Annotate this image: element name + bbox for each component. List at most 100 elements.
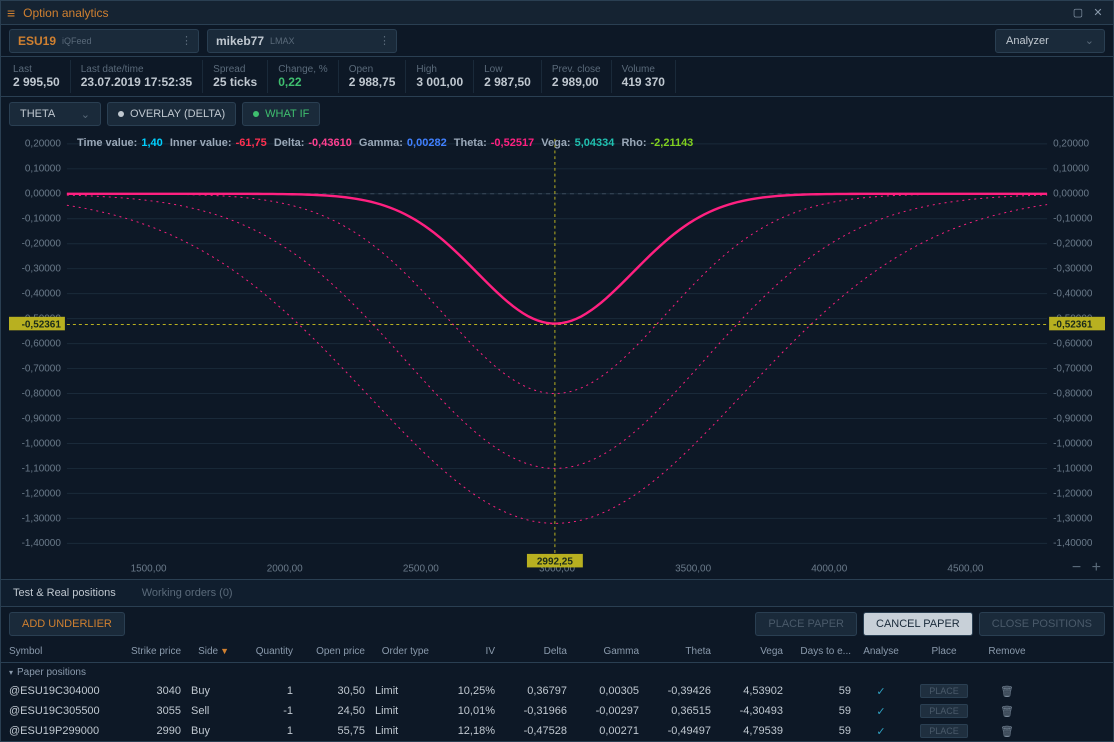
stat-low: Low2 987,50 (474, 60, 542, 93)
svg-text:-0,80000: -0,80000 (22, 389, 62, 400)
group-row[interactable]: ▾ Paper positions (1, 663, 1113, 681)
svg-text:-1,10000: -1,10000 (22, 463, 62, 474)
svg-text:0,10000: 0,10000 (1053, 164, 1090, 175)
cell-analyse[interactable]: ✓ (851, 725, 911, 738)
th-remove[interactable]: Remove (977, 646, 1037, 657)
chevron-down-icon: ⌄ (81, 108, 90, 121)
place-button[interactable]: PLACE (920, 724, 968, 738)
th-theta[interactable]: Theta (639, 646, 711, 657)
svg-text:-0,10000: -0,10000 (22, 214, 62, 225)
cell-vega: 4,79539 (711, 725, 783, 737)
filter-icon[interactable]: ▼ (220, 646, 229, 656)
cell-remove[interactable]: 🗑 (977, 705, 1037, 718)
th-side[interactable]: Side▼ (181, 646, 229, 657)
stats-row: Last2 995,50 Last date/time23.07.2019 17… (1, 57, 1113, 97)
cell-analyse[interactable]: ✓ (851, 705, 911, 718)
trash-icon[interactable]: 🗑 (1000, 706, 1014, 718)
window-title: Option analytics (23, 6, 1067, 20)
check-icon[interactable]: ✓ (876, 726, 885, 738)
svg-text:-0,52361: -0,52361 (22, 320, 62, 331)
svg-text:-1,30000: -1,30000 (22, 513, 62, 524)
cell-remove[interactable]: 🗑 (977, 725, 1037, 738)
cell-days: 59 (783, 685, 851, 697)
zoom-in-icon[interactable]: + (1092, 559, 1101, 576)
svg-text:0,20000: 0,20000 (25, 139, 62, 150)
overlay-label: OVERLAY (DELTA) (130, 108, 225, 120)
greek-select-value: THETA (20, 108, 55, 120)
cell-strike: 3055 (109, 705, 181, 717)
svg-text:-0,60000: -0,60000 (1053, 339, 1093, 350)
whatif-button[interactable]: WHAT IF (242, 102, 320, 126)
place-button[interactable]: PLACE (920, 704, 968, 718)
more-icon[interactable]: ⋮ (181, 34, 190, 47)
svg-text:-1,10000: -1,10000 (1053, 463, 1093, 474)
cell-place[interactable]: PLACE (911, 704, 977, 718)
stat-spread: Spread25 ticks (203, 60, 268, 93)
tab-positions[interactable]: Test & Real positions (9, 581, 120, 605)
svg-text:-1,30000: -1,30000 (1053, 513, 1093, 524)
cell-symbol: @ESU19C304000 (9, 685, 109, 697)
th-open[interactable]: Open price (293, 646, 365, 657)
menu-icon[interactable]: ≡ (7, 5, 15, 21)
maximize-icon[interactable]: ▢ (1069, 4, 1087, 22)
th-type[interactable]: Order type (365, 646, 429, 657)
add-underlier-button[interactable]: ADD UNDERLIER (9, 612, 125, 636)
svg-text:-1,20000: -1,20000 (1053, 488, 1093, 499)
table-row[interactable]: @ESU19P2990002990Buy155,75Limit12,18%-0,… (1, 721, 1113, 741)
trash-icon[interactable]: 🗑 (1000, 726, 1014, 738)
th-strike[interactable]: Strike price (109, 646, 181, 657)
cell-theta: -0,39426 (639, 685, 711, 697)
cell-place[interactable]: PLACE (911, 684, 977, 698)
greek-select[interactable]: THETA ⌄ (9, 102, 101, 126)
check-icon[interactable]: ✓ (876, 686, 885, 698)
mode-select[interactable]: Analyzer ⌄ (995, 29, 1105, 53)
th-days[interactable]: Days to e... (783, 646, 851, 657)
more-icon[interactable]: ⋮ (379, 34, 388, 47)
symbol-primary-label: ESU19 (18, 34, 56, 48)
close-icon[interactable]: ✕ (1089, 4, 1107, 22)
trash-icon[interactable]: 🗑 (1000, 686, 1014, 698)
svg-text:-0,60000: -0,60000 (22, 339, 62, 350)
svg-text:-1,40000: -1,40000 (1053, 538, 1093, 549)
cell-remove[interactable]: 🗑 (977, 685, 1037, 698)
symbol-secondary[interactable]: mikeb77 LMAX ⋮ (207, 29, 397, 53)
th-qty[interactable]: Quantity (229, 646, 293, 657)
svg-text:-0,30000: -0,30000 (22, 264, 62, 275)
overlay-button[interactable]: OVERLAY (DELTA) (107, 102, 236, 126)
cancel-paper-button[interactable]: CANCEL PAPER (863, 612, 973, 636)
th-analyse[interactable]: Analyse (851, 646, 911, 657)
cell-analyse[interactable]: ✓ (851, 685, 911, 698)
th-symbol[interactable]: Symbol (9, 646, 109, 657)
th-vega[interactable]: Vega (711, 646, 783, 657)
cell-open: 55,75 (293, 725, 365, 737)
table-row[interactable]: @ESU19C3055003055Sell-124,50Limit10,01%-… (1, 701, 1113, 721)
place-paper-button[interactable]: PLACE PAPER (755, 612, 857, 636)
chart-area[interactable]: Time value:1,40 Inner value:-61,75 Delta… (1, 131, 1113, 579)
th-gamma[interactable]: Gamma (567, 646, 639, 657)
cell-delta: 0,36797 (495, 685, 567, 697)
th-place[interactable]: Place (911, 646, 977, 657)
svg-text:3500,00: 3500,00 (675, 563, 712, 574)
svg-text:4500,00: 4500,00 (947, 563, 984, 574)
tab-orders[interactable]: Working orders (0) (138, 581, 237, 605)
stat-volume: Volume419 370 (612, 60, 676, 93)
positions-table: Symbol Strike price Side▼ Quantity Open … (1, 641, 1113, 741)
th-iv[interactable]: IV (429, 646, 495, 657)
check-icon[interactable]: ✓ (876, 706, 885, 718)
theta-chart[interactable]: 0,200000,200000,100000,100000,000000,000… (9, 135, 1105, 579)
close-positions-button[interactable]: CLOSE POSITIONS (979, 612, 1105, 636)
symbol-primary[interactable]: ESU19 iQFeed ⋮ (9, 29, 199, 53)
dot-icon (253, 111, 259, 117)
zoom-out-icon[interactable]: − (1072, 559, 1081, 576)
cell-iv: 10,25% (429, 685, 495, 697)
th-delta[interactable]: Delta (495, 646, 567, 657)
cell-symbol: @ESU19P299000 (9, 725, 109, 737)
cell-open: 24,50 (293, 705, 365, 717)
cell-theta: -0,49497 (639, 725, 711, 737)
place-button[interactable]: PLACE (920, 684, 968, 698)
cell-strike: 3040 (109, 685, 181, 697)
stat-datetime: Last date/time23.07.2019 17:52:35 (71, 60, 203, 93)
cell-vega: -4,30493 (711, 705, 783, 717)
cell-place[interactable]: PLACE (911, 724, 977, 738)
table-row[interactable]: @ESU19C3040003040Buy130,50Limit10,25%0,3… (1, 681, 1113, 701)
